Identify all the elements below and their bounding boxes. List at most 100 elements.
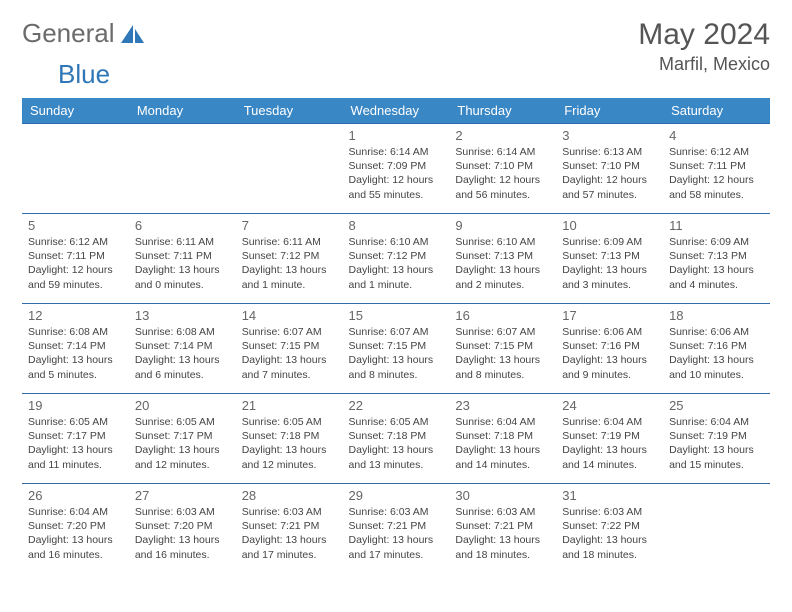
day-info: Sunrise: 6:03 AMSunset: 7:21 PMDaylight:… [455,505,550,562]
calendar-cell: 26 Sunrise: 6:04 AMSunset: 7:20 PMDayligh… [22,484,129,574]
calendar-week: 19 Sunrise: 6:05 AMSunset: 7:17 PMDayligh… [22,394,770,484]
day-info: Sunrise: 6:07 AMSunset: 7:15 PMDaylight:… [455,325,550,382]
day-number: 3 [562,128,657,143]
day-info: Sunrise: 6:11 AMSunset: 7:11 PMDaylight:… [135,235,230,292]
calendar-cell: 22 Sunrise: 6:05 AMSunset: 7:18 PMDayligh… [343,394,450,484]
day-number: 26 [28,488,123,503]
calendar-cell: 21 Sunrise: 6:05 AMSunset: 7:18 PMDayligh… [236,394,343,484]
calendar-cell: 2 Sunrise: 6:14 AMSunset: 7:10 PMDaylight… [449,124,556,214]
calendar-cell [236,124,343,214]
calendar-head: SundayMondayTuesdayWednesdayThursdayFrid… [22,98,770,124]
day-info: Sunrise: 6:03 AMSunset: 7:21 PMDaylight:… [349,505,444,562]
day-number: 17 [562,308,657,323]
calendar-cell: 30 Sunrise: 6:03 AMSunset: 7:21 PMDayligh… [449,484,556,574]
weekday-header: Monday [129,98,236,124]
calendar-cell: 9Sunrise: 6:10 AMSunset: 7:13 PMDaylight… [449,214,556,304]
calendar-cell [663,484,770,574]
day-info: Sunrise: 6:05 AMSunset: 7:17 PMDaylight:… [135,415,230,472]
sail-icon [120,23,146,45]
day-number: 2 [455,128,550,143]
day-info: Sunrise: 6:14 AMSunset: 7:10 PMDaylight:… [455,145,550,202]
day-info: Sunrise: 6:04 AMSunset: 7:19 PMDaylight:… [562,415,657,472]
day-info: Sunrise: 6:09 AMSunset: 7:13 PMDaylight:… [669,235,764,292]
location: Marfil, Mexico [638,54,770,75]
calendar-week: 12 Sunrise: 6:08 AMSunset: 7:14 PMDayligh… [22,304,770,394]
calendar-cell [129,124,236,214]
calendar-cell: 3 Sunrise: 6:13 AMSunset: 7:10 PMDaylight… [556,124,663,214]
day-number: 14 [242,308,337,323]
day-number: 28 [242,488,337,503]
day-info: Sunrise: 6:05 AMSunset: 7:17 PMDaylight:… [28,415,123,472]
day-info: Sunrise: 6:03 AMSunset: 7:20 PMDaylight:… [135,505,230,562]
calendar-cell: 15 Sunrise: 6:07 AMSunset: 7:15 PMDayligh… [343,304,450,394]
day-info: Sunrise: 6:07 AMSunset: 7:15 PMDaylight:… [242,325,337,382]
calendar-cell: 25Sunrise: 6:04 AMSunset: 7:19 PMDayligh… [663,394,770,484]
brand-part1: General [22,18,115,49]
weekday-header: Wednesday [343,98,450,124]
day-info: Sunrise: 6:12 AMSunset: 7:11 PMDaylight:… [28,235,123,292]
day-number: 8 [349,218,444,233]
day-number: 15 [349,308,444,323]
day-info: Sunrise: 6:04 AMSunset: 7:20 PMDaylight:… [28,505,123,562]
weekday-header: Sunday [22,98,129,124]
day-info: Sunrise: 6:13 AMSunset: 7:10 PMDaylight:… [562,145,657,202]
day-number: 4 [669,128,764,143]
day-number: 12 [28,308,123,323]
day-number: 1 [349,128,444,143]
month-title: May 2024 [638,18,770,52]
day-number: 7 [242,218,337,233]
weekday-row: SundayMondayTuesdayWednesdayThursdayFrid… [22,98,770,124]
day-number: 9 [455,218,550,233]
day-info: Sunrise: 6:10 AMSunset: 7:12 PMDaylight:… [349,235,444,292]
day-number: 27 [135,488,230,503]
calendar-cell: 16 Sunrise: 6:07 AMSunset: 7:15 PMDayligh… [449,304,556,394]
day-info: Sunrise: 6:14 AMSunset: 7:09 PMDaylight:… [349,145,444,202]
day-number: 11 [669,218,764,233]
weekday-header: Friday [556,98,663,124]
day-info: Sunrise: 6:11 AMSunset: 7:12 PMDaylight:… [242,235,337,292]
day-info: Sunrise: 6:03 AMSunset: 7:21 PMDaylight:… [242,505,337,562]
day-number: 25 [669,398,764,413]
calendar-week: 1 Sunrise: 6:14 AMSunset: 7:09 PMDaylight… [22,124,770,214]
calendar-table: SundayMondayTuesdayWednesdayThursdayFrid… [22,98,770,574]
calendar-cell: 5 Sunrise: 6:12 AMSunset: 7:11 PMDaylight… [22,214,129,304]
calendar-week: 5 Sunrise: 6:12 AMSunset: 7:11 PMDaylight… [22,214,770,304]
calendar-cell: 23Sunrise: 6:04 AMSunset: 7:18 PMDayligh… [449,394,556,484]
day-number: 5 [28,218,123,233]
brand-part2: Blue [58,59,110,90]
brand-logo: General [22,18,148,49]
day-info: Sunrise: 6:09 AMSunset: 7:13 PMDaylight:… [562,235,657,292]
day-number: 19 [28,398,123,413]
calendar-cell: 7 Sunrise: 6:11 AMSunset: 7:12 PMDaylight… [236,214,343,304]
day-number: 29 [349,488,444,503]
day-number: 21 [242,398,337,413]
calendar-cell: 24Sunrise: 6:04 AMSunset: 7:19 PMDayligh… [556,394,663,484]
calendar-cell: 29 Sunrise: 6:03 AMSunset: 7:21 PMDayligh… [343,484,450,574]
day-info: Sunrise: 6:05 AMSunset: 7:18 PMDaylight:… [349,415,444,472]
day-info: Sunrise: 6:05 AMSunset: 7:18 PMDaylight:… [242,415,337,472]
calendar-cell: 10 Sunrise: 6:09 AMSunset: 7:13 PMDayligh… [556,214,663,304]
day-info: Sunrise: 6:03 AMSunset: 7:22 PMDaylight:… [562,505,657,562]
calendar-cell: 19 Sunrise: 6:05 AMSunset: 7:17 PMDayligh… [22,394,129,484]
day-info: Sunrise: 6:12 AMSunset: 7:11 PMDaylight:… [669,145,764,202]
weekday-header: Thursday [449,98,556,124]
day-info: Sunrise: 6:06 AMSunset: 7:16 PMDaylight:… [669,325,764,382]
day-number: 18 [669,308,764,323]
calendar-cell [22,124,129,214]
calendar-cell: 20Sunrise: 6:05 AMSunset: 7:17 PMDayligh… [129,394,236,484]
day-number: 31 [562,488,657,503]
calendar-cell: 14 Sunrise: 6:07 AMSunset: 7:15 PMDayligh… [236,304,343,394]
day-info: Sunrise: 6:08 AMSunset: 7:14 PMDaylight:… [28,325,123,382]
day-number: 30 [455,488,550,503]
day-number: 16 [455,308,550,323]
day-number: 6 [135,218,230,233]
calendar-cell: 18 Sunrise: 6:06 AMSunset: 7:16 PMDayligh… [663,304,770,394]
day-info: Sunrise: 6:07 AMSunset: 7:15 PMDaylight:… [349,325,444,382]
calendar-cell: 4 Sunrise: 6:12 AMSunset: 7:11 PMDaylight… [663,124,770,214]
weekday-header: Saturday [663,98,770,124]
day-number: 22 [349,398,444,413]
day-number: 10 [562,218,657,233]
calendar-cell: 31 Sunrise: 6:03 AMSunset: 7:22 PMDayligh… [556,484,663,574]
day-number: 23 [455,398,550,413]
calendar-cell: 17Sunrise: 6:06 AMSunset: 7:16 PMDayligh… [556,304,663,394]
